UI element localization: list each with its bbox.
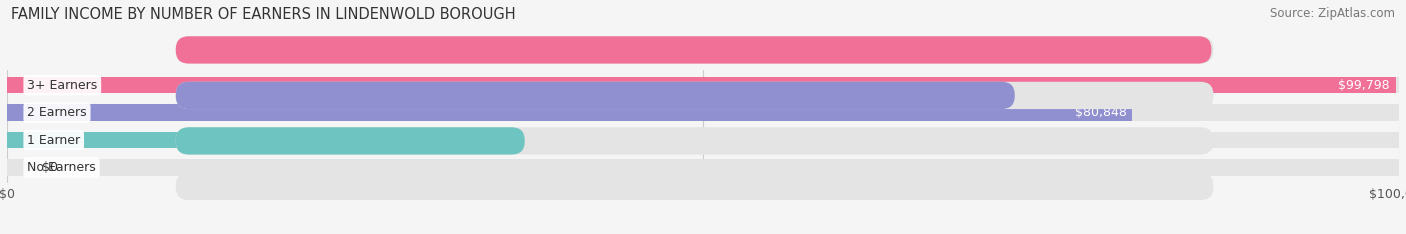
Bar xyxy=(7,104,1132,121)
Text: $0: $0 xyxy=(42,161,58,174)
Text: FAMILY INCOME BY NUMBER OF EARNERS IN LINDENWOLD BOROUGH: FAMILY INCOME BY NUMBER OF EARNERS IN LI… xyxy=(11,7,516,22)
Text: $99,798: $99,798 xyxy=(1337,79,1389,92)
Bar xyxy=(7,132,1399,148)
Bar xyxy=(7,77,1399,94)
Text: 1 Earner: 1 Earner xyxy=(27,134,80,146)
Bar xyxy=(7,132,475,148)
Text: $33,629: $33,629 xyxy=(486,134,537,146)
Text: Source: ZipAtlas.com: Source: ZipAtlas.com xyxy=(1270,7,1395,20)
Bar xyxy=(7,159,1399,176)
Bar xyxy=(7,77,1396,94)
Text: 2 Earners: 2 Earners xyxy=(27,106,87,119)
Bar xyxy=(7,104,1399,121)
Text: 3+ Earners: 3+ Earners xyxy=(27,79,97,92)
Text: No Earners: No Earners xyxy=(27,161,96,174)
Text: $80,848: $80,848 xyxy=(1074,106,1126,119)
